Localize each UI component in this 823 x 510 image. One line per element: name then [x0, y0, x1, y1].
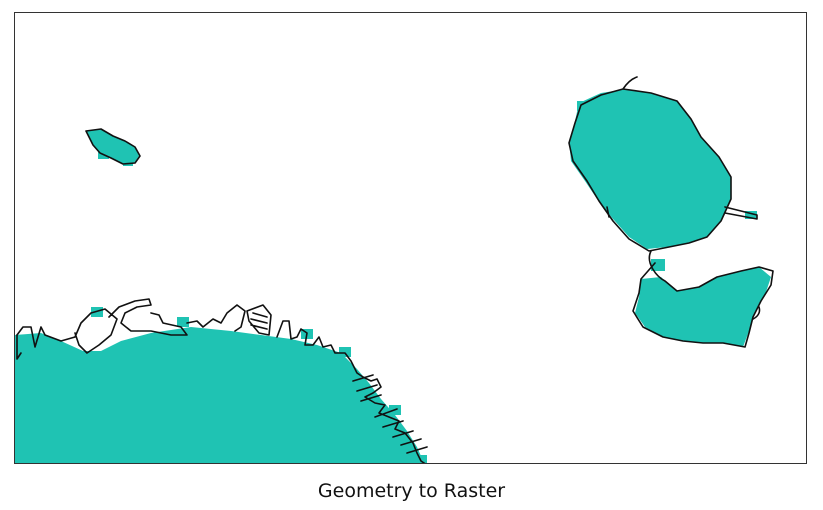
- raster-mainland-cell: [339, 347, 351, 357]
- raster-mainland: [15, 327, 425, 463]
- raster-island-south-cell: [651, 259, 665, 271]
- outline-island-south: [632, 250, 774, 348]
- outline-island-small: [85, 128, 141, 165]
- raster-island-small: [86, 129, 139, 164]
- raster-mainland-cell: [415, 455, 427, 463]
- outline-mainland-slips: [352, 374, 428, 454]
- figure-caption: Geometry to Raster: [317, 480, 506, 502]
- raster-island-south: [635, 267, 771, 347]
- raster-island-north: [569, 89, 731, 249]
- outline-pier-north: [606, 206, 758, 220]
- outline-mainland: [16, 298, 426, 463]
- map-canvas: [15, 76, 774, 463]
- geometry-outline-layer: [16, 76, 774, 463]
- outline-island-north: [568, 76, 732, 252]
- raster-mainland-cell: [349, 377, 363, 389]
- outline-hook-south: [752, 306, 761, 320]
- map-frame: [14, 12, 807, 464]
- outline-mainland-left: [16, 334, 22, 360]
- raster-mainland-cell: [177, 317, 189, 327]
